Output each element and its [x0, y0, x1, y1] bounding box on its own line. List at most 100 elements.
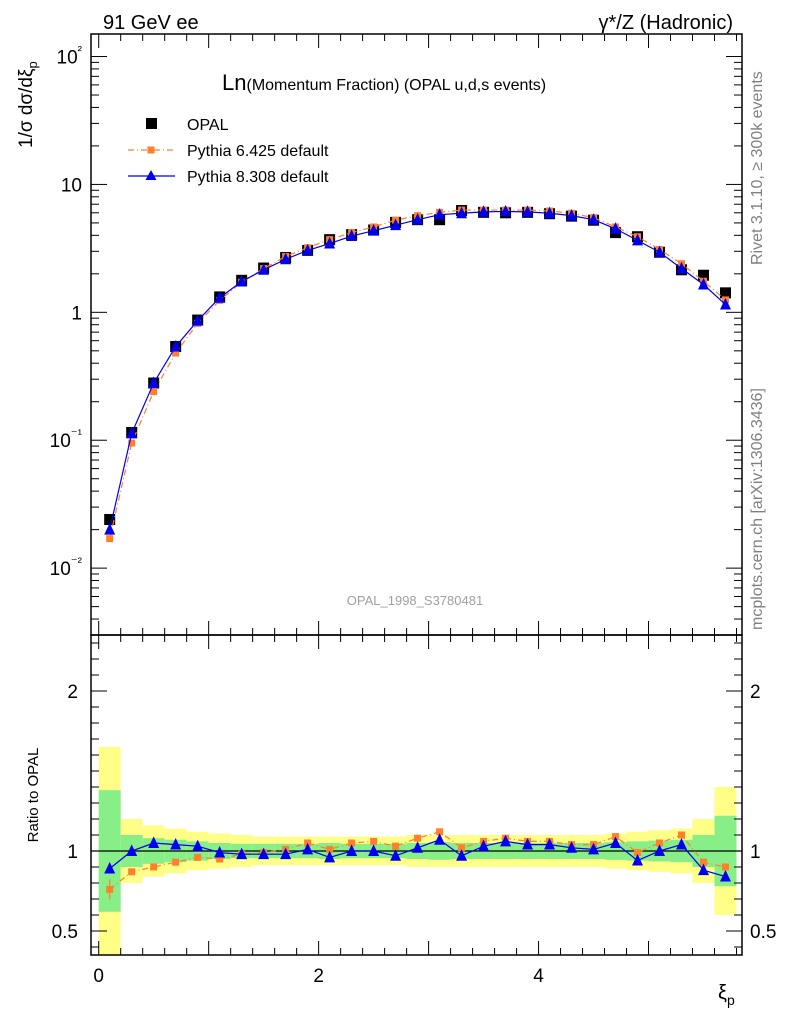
pythia8-point: [698, 277, 710, 290]
ratio-pythia8-point: [148, 836, 160, 848]
ratio-plot-frame: [90, 634, 743, 956]
ratio-pythia8-point: [412, 841, 424, 853]
rivet-label: Rivet 3.1.10, ≥ 300k events: [749, 71, 766, 265]
pythia8-point: [324, 236, 336, 249]
pythia6-point: [150, 388, 158, 396]
pythia8-point: [500, 204, 512, 217]
ratio-pythia6-point: [656, 839, 664, 847]
ratio-pythia8-point: [258, 847, 270, 860]
pythia8-point: [522, 205, 534, 217]
main-y-tick-label: 1: [71, 303, 82, 324]
pythia8-point: [390, 218, 402, 231]
main-y-tick-label: 10: [61, 175, 82, 196]
ratio-pythia6-point: [172, 858, 180, 866]
tick-exponent: ⁻¹: [71, 426, 83, 441]
pythia8-point: [588, 213, 600, 225]
ratio-pythia8-point: [324, 850, 336, 863]
pythia8-point: [610, 222, 622, 234]
ratio-pythia8-point: [522, 838, 534, 850]
legend-item-pythia6: Pythia 6.425 default: [128, 143, 329, 160]
ratio-pythia8-point: [478, 839, 490, 852]
ratio-plot-axes: 0 2 4 0.5 0.5 1 1 2 2: [52, 635, 776, 987]
ratio-y-tick-label: 2: [67, 682, 78, 703]
ratio-pythia8-point: [588, 842, 600, 855]
legend: OPAL Pythia 6.425 default Pythia 8.308 d…: [128, 117, 329, 186]
ratio-pythia6-point: [348, 839, 356, 847]
ratio-y-tick-label-right: 1: [750, 842, 761, 863]
ratio-pythia8-point: [456, 849, 468, 861]
pythia8-point: [170, 339, 182, 352]
legend-label-pythia8: Pythia 8.308 default: [187, 169, 329, 186]
x-tick-label: 2: [313, 966, 324, 987]
ratio-y-tick-label-right: 2: [750, 682, 761, 703]
opal-data-point: [104, 513, 116, 525]
tick-exponent: ²: [78, 43, 83, 58]
pythia8-point: [104, 523, 116, 535]
ratio-y-tick-label: 0.5: [52, 922, 78, 943]
main-y-tick-label: 10⁻²: [50, 554, 83, 580]
pythia8-point: [302, 243, 314, 256]
opal-data-point: [434, 214, 446, 226]
pythia8-point: [148, 376, 160, 388]
ratio-pythia8-point: [676, 838, 688, 850]
pythia8-point: [126, 426, 138, 439]
ratio-pythia6-point: [128, 868, 136, 876]
ratio-pythia8-point: [698, 863, 710, 876]
pythia8-point: [280, 252, 292, 265]
ratio-plot-marks: [104, 828, 732, 900]
opal-data-point: [720, 287, 732, 299]
pythia6-point: [128, 439, 136, 447]
ratio-pythia8-point: [214, 846, 226, 858]
ratio-pythia6-point: [678, 831, 686, 839]
x-axis-label: ξp: [718, 982, 735, 1008]
main-ylabel-text: 1/σ dσ/dξp: [16, 61, 40, 148]
pythia8-point: [478, 205, 490, 217]
ratio-pythia6-point: [216, 855, 224, 863]
ratio-pythia8-point: [192, 839, 204, 852]
ratio-pythia8-point: [654, 844, 666, 856]
main-ylabel-sub: p: [25, 61, 40, 68]
pythia8-point: [632, 233, 644, 246]
ratio-pythia8-point: [434, 833, 446, 845]
ratio-pythia6-point: [194, 853, 202, 861]
legend-item-pythia8: Pythia 8.308 default: [128, 169, 329, 186]
legend-label-opal: OPAL: [187, 117, 229, 134]
pythia8-line: [109, 210, 726, 530]
pythia8-point: [676, 261, 688, 274]
plot-title: Ln(Momentum Fraction) (OPAL u,d,s events…: [222, 70, 546, 95]
mcplots-label: mcplots.cern.ch [arXiv:1306.3436]: [749, 388, 766, 630]
pythia8-point: [654, 245, 666, 258]
pythia8-point: [434, 208, 446, 220]
main-y-tick-label: 10²: [57, 43, 83, 69]
ratio-pythia6-point: [458, 844, 466, 852]
legend-label-pythia6: Pythia 6.425 default: [187, 143, 329, 160]
ratio-pythia8-point: [566, 841, 578, 853]
ratio-pythia8-point: [610, 836, 622, 848]
pythia8-point: [412, 213, 424, 225]
ratio-pythia6-point: [700, 858, 708, 866]
tick-base: 10: [57, 48, 78, 69]
ratio-pythia6-point: [436, 828, 444, 836]
plot-title-big: Ln: [222, 70, 246, 95]
legend-marker-pythia6: [147, 146, 155, 154]
ratio-pythia6-point: [150, 863, 158, 871]
pythia6-point: [106, 535, 114, 543]
x-tick-label: 4: [533, 966, 544, 987]
ratio-pythia8-point: [390, 849, 402, 861]
ratio-pythia8-point: [368, 844, 380, 856]
pythia8-point: [456, 206, 468, 219]
legend-marker-opal: [146, 118, 157, 129]
ratio-pythia8-point: [302, 842, 314, 855]
ratio-pythia6-point: [414, 834, 422, 842]
main-plot-marks: [104, 204, 732, 543]
ratio-pythia8-point: [170, 838, 182, 850]
ratio-pythia6-point: [722, 863, 730, 871]
opal-data-point: [698, 269, 710, 281]
pythia6-point: [172, 349, 180, 357]
ratio-pythia6-point: [392, 842, 400, 850]
plot-title-rest: (Momentum Fraction) (OPAL u,d,s events): [246, 77, 546, 94]
ratio-plot-panel: 0 2 4 0.5 0.5 1 1 2 2 Ratio to OPAL ξp: [25, 634, 776, 1008]
pythia8-point: [346, 229, 358, 241]
